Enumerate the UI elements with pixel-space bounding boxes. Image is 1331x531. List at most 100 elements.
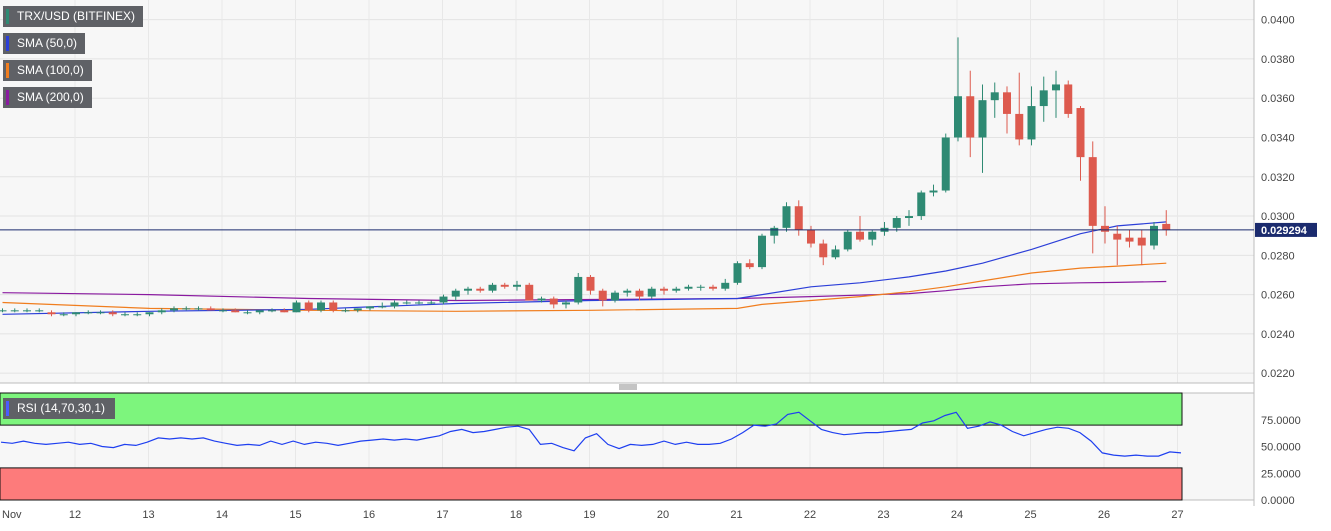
candle-body	[941, 137, 950, 191]
candle-body	[978, 100, 987, 138]
candle-body	[402, 302, 411, 304]
candle-body	[868, 231, 877, 240]
price-y-tick: 0.0220	[1261, 368, 1295, 380]
candle-body	[574, 276, 583, 303]
rsi-line	[0, 411, 1182, 457]
candle-body	[892, 218, 901, 228]
x-tick-label: 25	[1024, 509, 1036, 521]
price-y-tick: 0.0260	[1261, 290, 1295, 302]
candle-body	[1101, 225, 1109, 232]
candle-body	[1027, 106, 1036, 140]
candle-body	[954, 96, 962, 138]
rsi-y-tick: 50.0000	[1261, 442, 1301, 454]
candle-body	[476, 288, 485, 291]
candle-body	[782, 206, 791, 228]
candle-body	[170, 308, 178, 311]
x-tick-label: 26	[1098, 509, 1110, 521]
candle-body	[133, 314, 142, 316]
sma200-line	[2, 280, 1167, 302]
candle-body	[831, 249, 840, 258]
x-tick-label: 19	[583, 509, 595, 521]
candle-body	[23, 310, 31, 312]
candle-body	[990, 92, 999, 101]
x-tick-label: 17	[436, 509, 448, 521]
candle-body	[59, 314, 68, 316]
candle-body	[966, 96, 975, 138]
sma200-swatch	[6, 90, 9, 105]
x-tick-label: 27	[1171, 509, 1183, 521]
candle-body	[1003, 92, 1011, 114]
candle-body	[647, 288, 656, 297]
price-panel-bg	[0, 0, 1254, 383]
candle-body	[1150, 225, 1158, 246]
candle-body	[219, 310, 227, 312]
price-y-tick: 0.0280	[1261, 250, 1295, 262]
candle-body	[35, 310, 44, 312]
legend-sma50[interactable]: SMA (50,0)	[3, 33, 86, 54]
price-y-tick: 0.0360	[1261, 93, 1295, 105]
candle-body	[856, 231, 864, 240]
candle-body	[660, 288, 668, 291]
candle-body	[758, 235, 766, 268]
candle-body	[709, 286, 717, 289]
sma50-swatch	[6, 36, 9, 51]
candle-body	[390, 302, 399, 307]
legend-sma200[interactable]: SMA (200,0)	[3, 87, 92, 108]
legend-symbol[interactable]: TRX/USD (BITFINEX)	[3, 6, 144, 27]
candle-body	[1052, 84, 1060, 91]
candle-body	[807, 229, 815, 244]
candle-body	[353, 308, 362, 311]
candle-body	[1162, 223, 1171, 230]
legend-sma100-label: SMA (100,0)	[17, 63, 84, 77]
x-tick-label: 21	[730, 509, 742, 521]
candle-body	[1125, 237, 1134, 242]
candle-body	[108, 312, 117, 315]
candle-body	[0, 310, 7, 312]
x-tick-label: 24	[951, 509, 963, 521]
candle-body	[280, 310, 289, 313]
x-tick-label: 15	[289, 509, 301, 521]
candle-body	[611, 292, 619, 301]
candle-body	[268, 310, 276, 312]
candle-body	[292, 302, 301, 313]
candle-body	[206, 308, 215, 311]
candle-body	[231, 310, 240, 313]
price-y-tick: 0.0300	[1261, 211, 1295, 223]
legend-rsi-label: RSI (14,70,30,1)	[17, 401, 106, 415]
candle-body	[72, 312, 80, 315]
candle-body	[194, 308, 203, 310]
x-tick-label: 22	[804, 509, 816, 521]
candle-body	[243, 312, 252, 314]
candle-body	[549, 298, 558, 305]
candle-body	[635, 290, 644, 297]
x-tick-label: Nov	[2, 509, 22, 521]
candle-body	[329, 302, 338, 311]
candle-body	[733, 263, 742, 283]
legend-rsi[interactable]: RSI (14,70,30,1)	[3, 398, 116, 419]
candle-body	[145, 312, 154, 315]
candle-body	[427, 302, 436, 304]
legend-sma100[interactable]: SMA (100,0)	[3, 60, 92, 81]
x-tick-label: 13	[142, 509, 154, 521]
candle-body	[745, 263, 754, 268]
candle-body	[696, 286, 705, 288]
candle-body	[794, 206, 803, 230]
candle-body	[525, 284, 534, 301]
candle-body	[304, 302, 313, 311]
candle-body	[598, 290, 607, 301]
candle-body	[464, 288, 472, 291]
candle-body	[366, 306, 374, 309]
candle-body	[562, 302, 570, 305]
candle-body	[84, 312, 93, 314]
rsi-overbought-zone	[0, 392, 1183, 426]
candle-body	[1137, 237, 1146, 246]
sma100-swatch	[6, 63, 9, 78]
candle-body	[770, 227, 779, 236]
candle-body	[672, 288, 681, 291]
candle-body	[843, 231, 852, 250]
candle-body	[47, 312, 56, 315]
candle-body	[586, 276, 595, 291]
candle-body	[10, 310, 19, 312]
